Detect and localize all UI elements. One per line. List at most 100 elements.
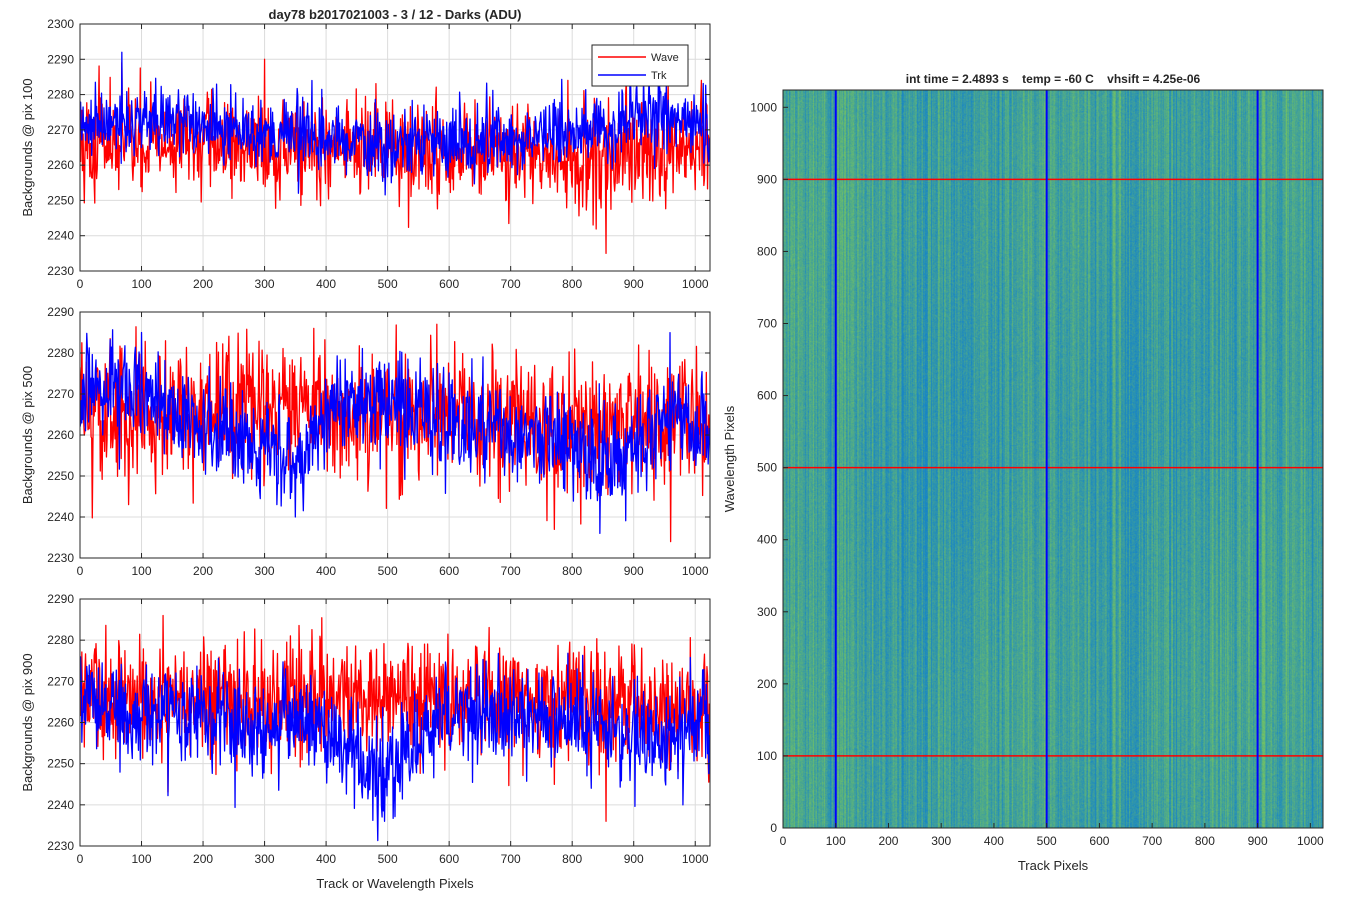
series-line-trk — [80, 51, 710, 196]
heatmap-y-tick-label: 1000 — [750, 100, 777, 114]
y-tick-label: 2280 — [47, 633, 74, 647]
heatmap-xlabel: Track Pixels — [1018, 858, 1089, 873]
heatmap-image — [783, 90, 1323, 828]
x-tick-label: 500 — [378, 277, 398, 291]
y-tick-label: 2240 — [47, 510, 74, 524]
heatmap-x-tick-label: 0 — [780, 834, 787, 848]
series-line-trk — [80, 329, 710, 535]
heatmap-y-tick-label: 100 — [757, 749, 777, 763]
panel-pix100-ylabel: Backgrounds @ pix 100 — [20, 78, 35, 216]
panel-heatmap: int time = 2.4893 s temp = -60 C vhsift … — [722, 72, 1324, 873]
panel-pix500-series — [80, 323, 710, 543]
x-tick-label: 1000 — [682, 852, 709, 866]
heatmap-frame — [782, 89, 1324, 829]
x-tick-label: 500 — [378, 564, 398, 578]
x-tick-label: 600 — [439, 564, 459, 578]
x-tick-label: 400 — [316, 852, 336, 866]
x-tick-label: 900 — [624, 852, 644, 866]
x-tick-label: 800 — [562, 277, 582, 291]
heatmap-image-holder — [783, 90, 1323, 828]
legend[interactable]: Wave Trk — [591, 44, 689, 87]
y-tick-label: 2230 — [47, 264, 74, 278]
x-tick-label: 700 — [501, 564, 521, 578]
x-tick-label: 300 — [255, 852, 275, 866]
heatmap-y-tick-label: 800 — [757, 244, 777, 258]
heatmap-x-tick-label: 100 — [826, 834, 846, 848]
heatmap-x-tick-label: 500 — [1037, 834, 1057, 848]
y-tick-label: 2250 — [47, 193, 74, 207]
heatmap-x-tick-label: 600 — [1089, 834, 1109, 848]
x-tick-label: 0 — [77, 852, 84, 866]
y-tick-label: 2290 — [47, 52, 74, 66]
x-tick-label: 900 — [624, 564, 644, 578]
heatmap-y-tick-label: 600 — [757, 389, 777, 403]
x-tick-label: 600 — [439, 852, 459, 866]
heatmap-title: int time = 2.4893 s temp = -60 C vhsift … — [906, 72, 1201, 86]
x-tick-label: 100 — [132, 852, 152, 866]
legend-wave-label: Wave — [651, 52, 679, 64]
panel-pix500-ticks: 0 100 200 300 400 500 600 700 800 900 1000 2230 2240… — [47, 305, 710, 578]
y-tick-label: 2270 — [47, 674, 74, 688]
legend-trk-label: Trk — [651, 70, 667, 82]
x-tick-label: 100 — [132, 564, 152, 578]
x-tick-label: 200 — [193, 277, 213, 291]
x-tick-label: 1000 — [682, 277, 709, 291]
heatmap-x-tick-label: 700 — [1142, 834, 1162, 848]
x-tick-label: 300 — [255, 277, 275, 291]
legend-box — [591, 44, 689, 87]
y-tick-label: 2250 — [47, 757, 74, 771]
x-tick-label: 200 — [193, 852, 213, 866]
x-tick-label: 0 — [77, 564, 84, 578]
y-tick-label: 2260 — [47, 158, 74, 172]
x-tick-label: 400 — [316, 564, 336, 578]
heatmap-y-tick-label: 700 — [757, 317, 777, 331]
panel-pix900-ylabel: Backgrounds @ pix 900 — [20, 653, 35, 791]
heatmap-y-tick-label: 400 — [757, 533, 777, 547]
panel-pix100: 0 100 200 300 400 500 600 700 800 900 1000 2230 2240… — [20, 17, 711, 291]
heatmap-y-tick-label: 0 — [770, 821, 777, 835]
x-tick-label: 700 — [501, 277, 521, 291]
y-tick-label: 2230 — [47, 551, 74, 565]
x-tick-label: 800 — [562, 852, 582, 866]
panel-pix900: 0 100 200 300 400 500 600 700 800 900 1000 2230 2240… — [20, 592, 711, 891]
y-tick-label: 2230 — [47, 839, 74, 853]
x-tick-label: 400 — [316, 277, 336, 291]
heatmap-y-tick-label: 900 — [757, 172, 777, 186]
y-tick-label: 2250 — [47, 469, 74, 483]
y-tick-label: 2290 — [47, 592, 74, 606]
x-tick-label: 200 — [193, 564, 213, 578]
x-tick-label: 300 — [255, 564, 275, 578]
panel-pix100-frame — [79, 23, 711, 272]
heatmap-y-tick-label: 500 — [757, 461, 777, 475]
y-tick-label: 2300 — [47, 17, 74, 31]
x-tick-label: 600 — [439, 277, 459, 291]
figure-title: day78 b2017021003 - 3 / 12 - Darks (ADU) — [269, 7, 522, 22]
x-tick-label: 1000 — [682, 564, 709, 578]
panel-pix900-xlabel: Track or Wavelength Pixels — [316, 876, 474, 891]
y-tick-label: 2280 — [47, 346, 74, 360]
heatmap-x-tick-label: 200 — [878, 834, 898, 848]
heatmap-ticks: 0 100 200 300 400 500 600 700 800 900 1000 0 100 200 3… — [750, 100, 1324, 848]
heatmap-x-tick-label: 300 — [931, 834, 951, 848]
heatmap-x-tick-label: 900 — [1248, 834, 1268, 848]
panel-pix500-ylabel: Backgrounds @ pix 500 — [20, 366, 35, 504]
x-tick-label: 500 — [378, 852, 398, 866]
panel-pix100-ticks: 0 100 200 300 400 500 600 700 800 900 1000 2230 2240… — [47, 17, 710, 291]
x-tick-label: 700 — [501, 852, 521, 866]
panel-pix500: 0 100 200 300 400 500 600 700 800 900 1000 2230 2240… — [20, 305, 711, 578]
x-tick-label: 0 — [77, 277, 84, 291]
y-tick-label: 2290 — [47, 305, 74, 319]
heatmap-y-tick-label: 200 — [757, 677, 777, 691]
heatmap-y-tick-label: 300 — [757, 605, 777, 619]
heatmap-x-tick-label: 1000 — [1297, 834, 1324, 848]
heatmap-x-tick-label: 800 — [1195, 834, 1215, 848]
y-tick-label: 2260 — [47, 428, 74, 442]
heatmap-ylabel: Wavelength Pixels — [722, 405, 737, 512]
heatmap-marker-lines — [783, 90, 1323, 828]
y-tick-label: 2280 — [47, 88, 74, 102]
y-tick-label: 2240 — [47, 798, 74, 812]
series-line-trk — [80, 652, 710, 842]
panel-pix100-series — [80, 51, 710, 255]
y-tick-label: 2260 — [47, 716, 74, 730]
